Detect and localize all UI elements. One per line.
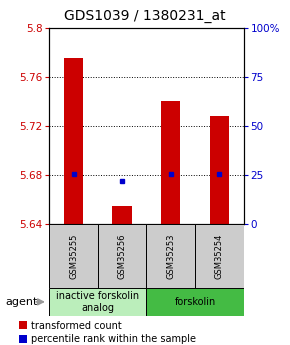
Text: GSM35255: GSM35255	[69, 234, 78, 279]
Text: GSM35253: GSM35253	[166, 234, 175, 279]
Bar	[49, 224, 98, 288]
Bar	[49, 288, 146, 316]
Bar	[146, 288, 244, 316]
Text: inactive forskolin
analog: inactive forskolin analog	[56, 291, 139, 313]
Bar	[195, 224, 244, 288]
Bar	[146, 224, 195, 288]
Text: GDS1039 / 1380231_at: GDS1039 / 1380231_at	[64, 9, 226, 23]
Bar	[161, 101, 180, 224]
Text: forskolin: forskolin	[174, 297, 216, 307]
Text: GSM35256: GSM35256	[118, 234, 127, 279]
Bar	[98, 224, 146, 288]
Bar	[210, 116, 229, 224]
Bar	[113, 206, 132, 224]
Bar	[64, 58, 83, 224]
Legend: transformed count, percentile rank within the sample: transformed count, percentile rank withi…	[19, 321, 196, 344]
Text: GSM35254: GSM35254	[215, 234, 224, 279]
Text: agent: agent	[6, 297, 38, 307]
